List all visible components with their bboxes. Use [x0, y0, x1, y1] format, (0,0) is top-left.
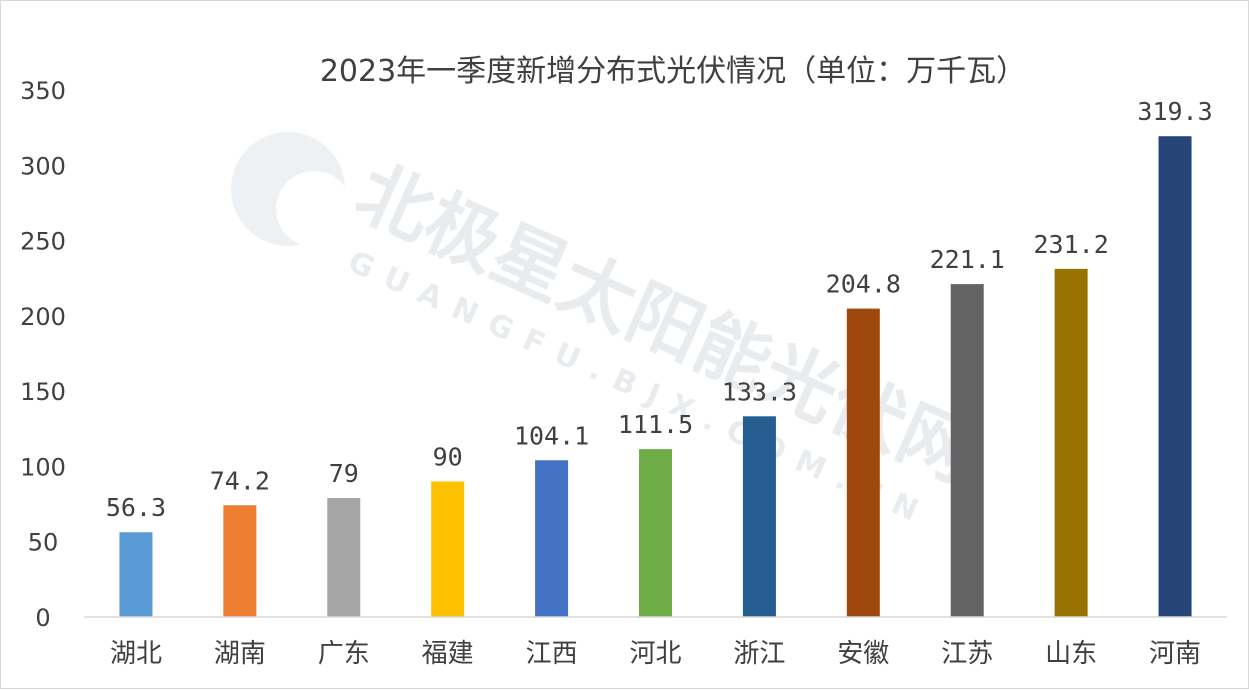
x-tick-label: 河北 — [629, 639, 681, 669]
x-tick-label: 福建 — [422, 639, 474, 669]
data-label: 56.3 — [106, 493, 166, 522]
data-label: 111.5 — [618, 410, 693, 439]
bar — [431, 481, 465, 617]
bar — [950, 284, 984, 617]
bar-series — [119, 136, 1192, 617]
bar — [327, 498, 361, 617]
chart-title: 2023年一季度新增分布式光伏情况（单位：万千瓦） — [320, 54, 1026, 89]
x-tick-label: 浙江 — [733, 639, 785, 669]
y-axis: 0 50 100 150 200 250 300 350 — [20, 77, 66, 632]
x-tick-label: 山东 — [1045, 639, 1097, 669]
x-tick-label: 湖南 — [214, 639, 266, 669]
data-label: 204.8 — [826, 270, 901, 299]
x-tick-label: 广东 — [318, 639, 370, 669]
data-label: 74.2 — [210, 466, 270, 495]
x-tick-label: 江西 — [526, 639, 578, 669]
x-tick-label: 安徽 — [837, 639, 889, 669]
x-tick-label: 江苏 — [941, 639, 993, 669]
data-label: 90 — [433, 442, 463, 471]
y-tick-label: 250 — [20, 228, 66, 256]
bar — [846, 308, 880, 617]
data-label: 133.3 — [722, 377, 797, 406]
watermark-logo-cutout — [276, 171, 352, 247]
y-tick-label: 100 — [20, 453, 66, 481]
bar — [535, 460, 569, 617]
y-tick-label: 150 — [20, 378, 66, 406]
x-tick-label: 河南 — [1149, 639, 1201, 669]
bar — [119, 532, 153, 617]
y-tick-label: 300 — [20, 152, 66, 180]
x-tick-label: 湖北 — [110, 639, 162, 669]
y-tick-label: 50 — [28, 529, 59, 557]
data-label: 104.1 — [514, 421, 589, 450]
data-label: 231.2 — [1034, 230, 1109, 259]
x-axis: 湖北 湖南 广东 福建 江西 河北 浙江 安徽 江苏 山东 河南 — [84, 616, 1227, 669]
data-label: 79 — [329, 459, 359, 488]
y-tick-label: 200 — [20, 303, 66, 331]
bar — [742, 416, 776, 617]
y-tick-label: 350 — [20, 77, 66, 105]
data-label: 319.3 — [1137, 97, 1212, 126]
bar — [223, 505, 257, 617]
y-tick-label: 0 — [35, 604, 50, 632]
bar — [1054, 268, 1088, 617]
bar — [639, 449, 672, 617]
data-label: 221.1 — [930, 245, 1005, 274]
bar — [1158, 136, 1192, 617]
data-labels: 56.3 74.2 79 90 104.1 111.5 133.3 204.8 221.1 231… — [106, 97, 1213, 522]
